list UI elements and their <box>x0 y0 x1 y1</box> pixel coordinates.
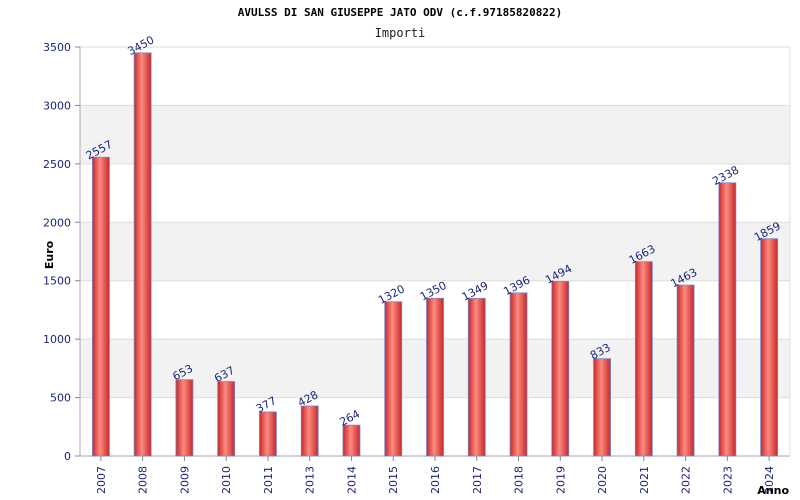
y-tick-label: 2000 <box>43 216 71 229</box>
y-tick-label: 3500 <box>43 41 71 54</box>
x-tick-label: 2021 <box>638 466 651 494</box>
y-tick-label: 0 <box>64 450 71 463</box>
y-axis-ticks: 0 500 1000 1500 2000 2500 3000 3500 <box>43 41 80 463</box>
x-tick-label: 2008 <box>137 466 150 494</box>
chart-title: AVULSS DI SAN GIUSEPPE JATO ODV (c.f.971… <box>237 6 563 19</box>
x-tick-label: 2017 <box>471 466 484 494</box>
bar <box>718 182 737 457</box>
x-tick-label: 2011 <box>262 466 275 494</box>
x-tick-label: 2020 <box>596 466 609 494</box>
bar <box>634 261 653 457</box>
bar <box>426 297 444 457</box>
bar <box>760 238 779 457</box>
x-tick-label: 2019 <box>554 466 567 494</box>
grid-band <box>80 105 790 164</box>
y-axis-label: Euro <box>43 240 56 269</box>
bar <box>175 379 194 457</box>
y-tick-label: 500 <box>50 392 71 405</box>
bar <box>384 301 403 457</box>
bar <box>676 284 695 457</box>
y-tick-label: 1000 <box>43 333 71 346</box>
grid-band <box>80 222 790 281</box>
bar <box>217 381 236 457</box>
x-tick-label: 2022 <box>680 466 693 494</box>
x-axis-label: Anno <box>757 484 789 497</box>
x-tick-label: 2009 <box>178 466 191 494</box>
x-tick-label: 2010 <box>220 466 233 494</box>
bar <box>551 281 570 457</box>
x-tick-label: 2007 <box>95 466 108 494</box>
x-tick-label: 2014 <box>345 466 358 494</box>
x-tick-label: 2023 <box>721 466 734 494</box>
bar <box>259 411 277 457</box>
y-tick-label: 2500 <box>43 158 71 171</box>
bars <box>91 52 779 457</box>
bar <box>467 297 486 457</box>
bar <box>342 424 361 457</box>
chart-subtitle: Importi <box>374 26 426 40</box>
y-tick-label: 3000 <box>43 99 71 112</box>
bar <box>593 358 611 457</box>
bar <box>300 405 319 457</box>
bar <box>509 292 528 457</box>
x-tick-label: 2018 <box>513 466 526 494</box>
x-tick-label: 2024 <box>763 466 776 494</box>
bar <box>133 52 152 457</box>
bar <box>91 156 110 457</box>
x-tick-label: 2015 <box>387 466 400 494</box>
y-tick-label: 1500 <box>43 275 71 288</box>
x-tick-label: 2016 <box>429 466 442 494</box>
x-axis-ticks: 2007 2008 2009 2010 2011 2013 2014 2015 2016 2017… <box>95 456 776 494</box>
x-tick-label: 2013 <box>304 466 317 494</box>
